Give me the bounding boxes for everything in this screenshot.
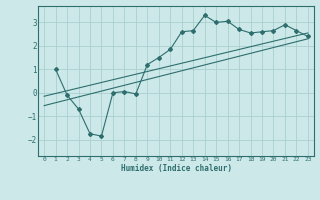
- X-axis label: Humidex (Indice chaleur): Humidex (Indice chaleur): [121, 164, 231, 173]
